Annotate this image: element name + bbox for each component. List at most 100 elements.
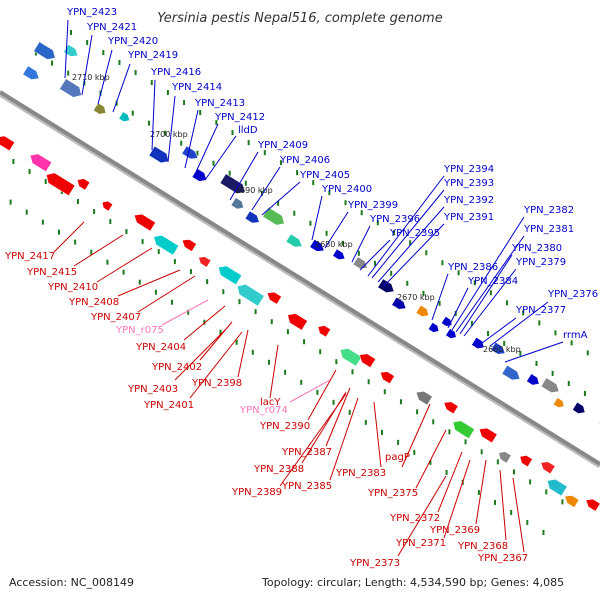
tick-mark — [367, 379, 370, 385]
leader-line — [329, 397, 359, 481]
gene-arrow-shape — [309, 239, 325, 252]
leader-line — [289, 379, 331, 403]
forward-gene-label: YPN_2394 — [443, 164, 494, 175]
tick-mark — [397, 439, 400, 445]
gene-arrow-shape — [359, 353, 376, 368]
reverse-gene-arrow — [181, 239, 197, 252]
reverse-gene-label: YPN_2401 — [143, 400, 194, 411]
tick-mark — [512, 469, 515, 475]
tick-mark — [109, 219, 112, 225]
forward-gene-label: YPN_2399 — [347, 200, 398, 211]
tick-mark — [187, 309, 190, 315]
tick-mark — [392, 230, 395, 236]
tick-mark — [260, 190, 263, 196]
tick-mark — [212, 160, 215, 166]
reverse-gene-label: YPN_2398 — [191, 378, 242, 389]
forward-gene-label: YPN_2393 — [443, 178, 494, 189]
gene-arrow-shape — [262, 206, 285, 226]
gene-arrow-shape — [63, 44, 79, 57]
tick-mark — [215, 120, 218, 126]
reverse-gene-label: YPN_2371 — [395, 538, 446, 549]
tick-mark — [494, 499, 497, 505]
tick-mark — [448, 429, 451, 435]
reverse-gene-arrow — [339, 348, 363, 367]
tick-mark — [529, 479, 532, 485]
tick-mark — [374, 260, 377, 266]
backbone-line — [0, 90, 600, 466]
reverse-gene-arrow — [317, 325, 331, 338]
tick-mark — [25, 209, 28, 215]
tick-mark — [254, 309, 257, 315]
leader-line — [73, 234, 124, 267]
gene-arrow-shape — [427, 322, 440, 333]
reverse-gene-label: YPN_2408 — [68, 297, 119, 308]
reverse-gene-arrow — [540, 461, 556, 475]
leader-line — [431, 273, 449, 321]
gene-arrow-shape — [452, 420, 475, 439]
reverse-gene-arrow — [478, 427, 498, 444]
tick-mark — [406, 280, 409, 286]
leader-line — [443, 459, 471, 539]
tick-mark — [251, 349, 254, 355]
tick-mark — [244, 180, 247, 186]
tick-mark — [284, 369, 287, 375]
reverse-gene-arrow — [564, 495, 580, 508]
tick-mark — [409, 240, 412, 246]
tick-mark — [487, 330, 490, 336]
forward-gene-label: YPN_2414 — [171, 82, 222, 93]
gene-arrow-shape — [546, 478, 568, 497]
tick-mark — [425, 250, 428, 256]
reverse-gene-label: YPN_2390 — [259, 421, 310, 432]
gene-arrow-shape — [445, 328, 457, 339]
tick-mark — [351, 369, 354, 375]
reverse-gene-label: YPN_2367 — [477, 553, 528, 564]
leader-line — [512, 477, 525, 553]
tick-mark — [235, 339, 238, 345]
scale-label: 2710 kbp — [72, 73, 110, 82]
tick-mark — [526, 519, 529, 525]
tick-mark — [470, 320, 473, 326]
forward-gene-arrow — [59, 78, 82, 98]
leader-line — [151, 79, 156, 151]
reverse-gene-label: YPN_2375 — [367, 488, 418, 499]
leader-line — [477, 317, 517, 347]
forward-gene-label: YPN_2412 — [214, 112, 265, 123]
leader-line — [401, 403, 431, 468]
forward-gene-arrow — [501, 364, 521, 381]
gene-arrow-shape — [33, 41, 56, 60]
forward-gene-label: YPN_2376 — [547, 289, 598, 300]
tick-mark — [445, 469, 448, 475]
leader-line — [269, 344, 279, 399]
scale-label: 2670 kbp — [397, 293, 435, 302]
forward-gene-arrow — [572, 401, 586, 414]
forward-gene-arrow — [118, 111, 130, 122]
tick-mark — [477, 489, 480, 495]
gene-arrow-shape — [526, 373, 540, 386]
reverse-gene-arrow — [498, 451, 512, 464]
leader-line — [97, 49, 113, 105]
scale-label: 2690 kbp — [235, 186, 273, 195]
tick-mark — [416, 409, 419, 415]
reverse-gene-arrow — [415, 391, 433, 406]
tick-mark — [228, 170, 231, 176]
tick-mark — [125, 229, 128, 235]
leader-line — [415, 429, 447, 489]
forward-gene-arrow — [92, 102, 107, 115]
gene-arrow-shape — [133, 213, 156, 232]
gene-arrow-shape — [585, 498, 600, 512]
tick-mark — [328, 190, 331, 196]
gene-arrow-shape — [59, 78, 82, 98]
tick-mark — [90, 249, 93, 255]
gene-arrow-shape — [0, 135, 16, 152]
tick-mark — [480, 449, 483, 455]
tick-mark — [309, 220, 312, 226]
tick-mark — [206, 279, 209, 285]
tick-mark — [561, 499, 564, 505]
forward-gene-arrow — [490, 341, 506, 355]
forward-gene-arrow — [33, 41, 56, 60]
forward-gene-arrow — [63, 44, 79, 57]
leader-line — [459, 254, 513, 335]
leader-line — [307, 369, 337, 421]
reverse-gene-arrow — [546, 478, 568, 497]
gene-arrow-shape — [379, 371, 395, 385]
